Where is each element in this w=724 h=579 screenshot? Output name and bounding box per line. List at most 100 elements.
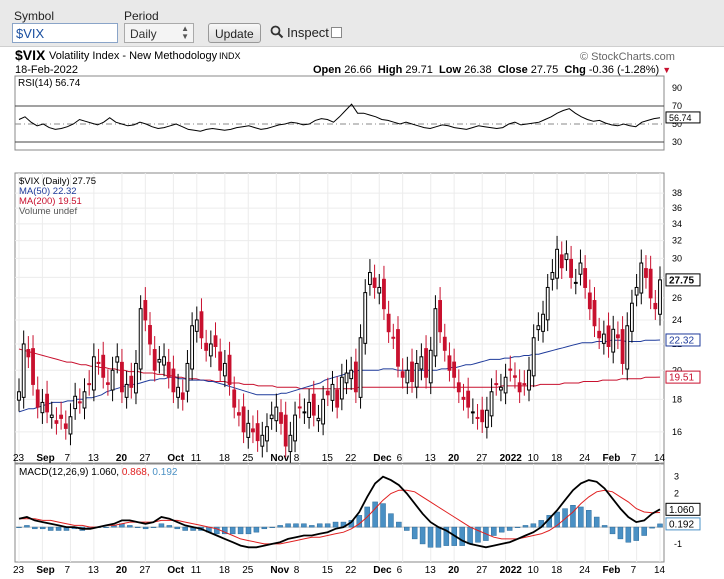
candle-body [82, 391, 87, 409]
rsi-tick-label: 90 [672, 83, 682, 93]
price-right-label: 27.75 [669, 275, 694, 286]
candle-body [400, 371, 405, 378]
magnifier-icon[interactable] [270, 25, 284, 44]
macd-x-tick-label: 13 [425, 565, 437, 576]
candle-body [63, 423, 68, 429]
inspect-checkbox[interactable] [331, 27, 342, 38]
macd-histogram-bar [39, 526, 46, 530]
candle-body [475, 416, 480, 419]
candle-body [185, 362, 190, 392]
candle-body [410, 361, 414, 383]
price-tick-label: 26 [672, 293, 682, 303]
candle-body [325, 390, 330, 396]
price-x-tick-label: 8 [294, 453, 300, 464]
macd-x-tick-label: Sep [36, 565, 54, 576]
candle-body [148, 325, 152, 345]
macd-line [18, 475, 661, 549]
down-arrow-icon: ▼ [662, 65, 672, 75]
rsi-line [18, 103, 661, 132]
macd-histogram-bar [332, 521, 339, 528]
candle-body [555, 248, 559, 279]
macd-histogram-bar [47, 526, 54, 531]
macd-histogram-bar [55, 526, 62, 531]
symbol-input[interactable] [12, 23, 118, 43]
candle-body [578, 262, 583, 275]
macd-histogram-bar [562, 508, 568, 528]
candle-body [199, 311, 204, 339]
price-x-tick-label: 22 [345, 453, 357, 464]
macd-x-tick-label: 13 [88, 565, 100, 576]
candle-body [143, 300, 148, 321]
candle-body [293, 414, 297, 442]
macd-histogram-bar [261, 526, 268, 530]
macd-histogram-bar [285, 523, 291, 528]
candle-body [541, 313, 545, 332]
candle-body [517, 382, 522, 393]
candle-body [87, 383, 92, 386]
price-right-label: 19.51 [669, 373, 694, 384]
candle-body [40, 401, 45, 414]
macd-tick-label: 2 [674, 489, 679, 499]
candle-body [91, 356, 96, 391]
price-x-tick-label: Sep [36, 453, 54, 464]
rsi-tick-label: 70 [672, 101, 682, 111]
ma200-line [18, 348, 661, 390]
rsi-last-box [665, 111, 701, 124]
candle-body [311, 393, 316, 416]
candle-body [21, 343, 26, 398]
macd-x-tick-label: 10 [528, 565, 540, 576]
macd-histogram-bar [277, 525, 283, 528]
candle-body [419, 356, 424, 370]
candle-body [49, 414, 54, 418]
candle-body [630, 302, 634, 332]
macd-histogram-bar [16, 526, 22, 528]
candle-body [302, 411, 307, 414]
macd-histogram-bar [293, 523, 299, 528]
price-right-box [665, 370, 701, 384]
price-tick-label: 24 [672, 315, 682, 325]
panel-frame [14, 172, 665, 464]
macd-histogram-bar [309, 525, 315, 528]
candle-body [274, 406, 279, 422]
candle-body [372, 277, 377, 288]
price-x-tick-label: 15 [322, 453, 334, 464]
macd-x-tick-label: 24 [579, 565, 591, 576]
price-x-tick-label: 7 [64, 453, 70, 464]
macd-x-tick-label: 7 [631, 565, 637, 576]
macd-histogram-bar [609, 526, 616, 535]
macd-x-tick-label: 27 [476, 565, 488, 576]
price-x-tick-label: 20 [448, 453, 460, 464]
candle-body [251, 428, 255, 433]
price-x-tick-label: 27 [476, 453, 488, 464]
macd-histogram-bar [182, 526, 188, 531]
candle-body [489, 391, 494, 417]
candle-body [218, 351, 223, 371]
candle-body [353, 361, 358, 393]
period-select[interactable]: Daily ▲ ▼ [124, 23, 194, 43]
update-button[interactable]: Update [208, 23, 261, 43]
candle-body [115, 356, 120, 363]
candle-body [35, 389, 40, 408]
candle-body [648, 268, 653, 299]
candle-body [452, 361, 457, 378]
macd-histogram-bar [554, 511, 560, 528]
candle-body [232, 389, 237, 408]
macd-x-tick-label: 11 [191, 565, 202, 576]
rsi-legend: RSI(14) 56.74 [18, 78, 81, 89]
macd-right-box [665, 502, 701, 516]
candle-body [190, 325, 195, 370]
macd-histogram-bar [522, 525, 529, 528]
inspect-label[interactable]: Inspect [287, 25, 329, 40]
candle-body [499, 386, 503, 391]
chart-exchange: INDX [219, 51, 241, 61]
price-x-tick-label: 24 [579, 453, 591, 464]
macd-histogram-bar [601, 525, 608, 528]
panel-frame [14, 75, 665, 151]
price-legend-entry: Volume undef [19, 206, 77, 217]
candle-body [466, 390, 471, 408]
candle-body [297, 406, 302, 409]
candle-body [438, 300, 443, 333]
macd-x-tick-label: 18 [551, 565, 563, 576]
candle-body [339, 376, 344, 400]
